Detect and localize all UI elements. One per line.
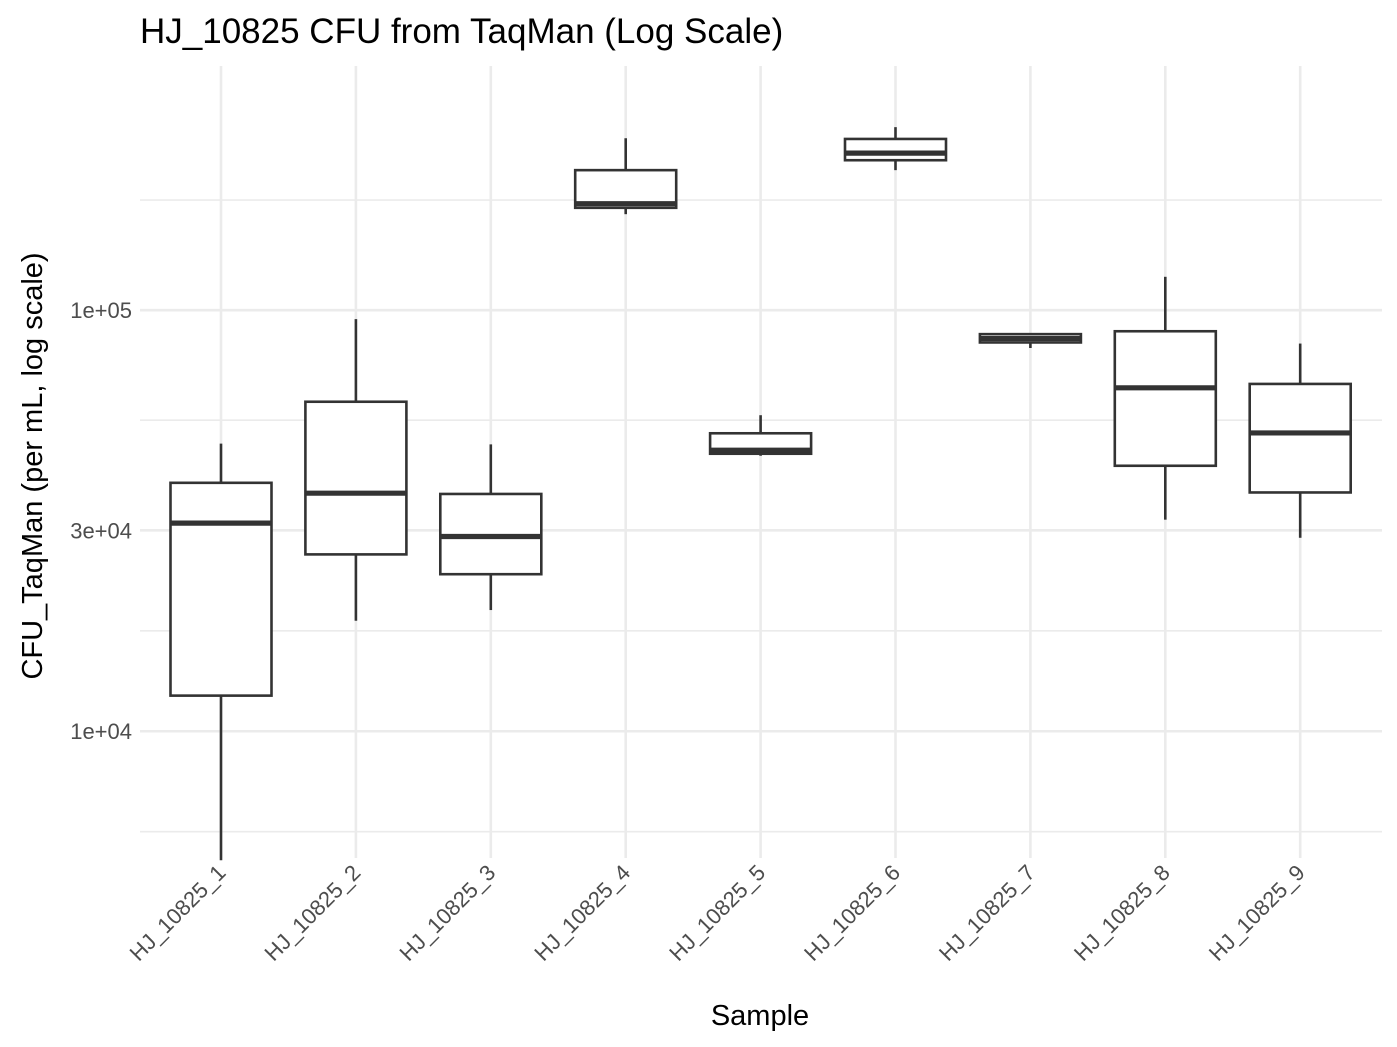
- box-HJ_10825_8: [1113, 276, 1218, 520]
- y-tick-label: 3e+04: [70, 518, 132, 543]
- iqr-box: [1113, 329, 1218, 468]
- x-tick-label: HJ_10825_7: [934, 860, 1040, 966]
- y-tick-label: 1e+05: [70, 298, 132, 323]
- iqr-box: [304, 400, 408, 556]
- x-tick-label: HJ_10825_1: [125, 860, 231, 966]
- iqr-box: [843, 137, 948, 162]
- x-tick-label: HJ_10825_4: [529, 860, 635, 966]
- x-axis-title: Sample: [711, 1000, 809, 1032]
- x-tick-label: HJ_10825_3: [394, 860, 500, 966]
- box-HJ_10825_3: [438, 444, 543, 611]
- x-tick-label: HJ_10825_5: [664, 860, 770, 966]
- x-axis-ticks: HJ_10825_1 HJ_10825_2 HJ_10825_3 HJ_10825_4…: [125, 860, 1310, 966]
- y-axis-ticks: 1e+04 3e+04 1e+05: [70, 298, 132, 744]
- x-tick-label: HJ_10825_8: [1069, 860, 1175, 966]
- box-HJ_10825_5: [708, 415, 813, 456]
- iqr-box: [1248, 382, 1352, 494]
- box-HJ_10825_1: [169, 443, 273, 861]
- y-tick-label: 1e+04: [70, 719, 132, 744]
- chart-title: HJ_10825 CFU from TaqMan (Log Scale): [140, 12, 783, 51]
- box-HJ_10825_2: [304, 319, 408, 621]
- y-axis-title: CFU_TaqMan (per mL, log scale): [17, 252, 49, 679]
- box-HJ_10825_4: [573, 138, 678, 215]
- x-tick-label: HJ_10825_6: [799, 860, 905, 966]
- x-tick-label: HJ_10825_2: [260, 860, 366, 966]
- x-tick-label: HJ_10825_9: [1204, 860, 1310, 966]
- boxes: [169, 127, 1352, 861]
- box-HJ_10825_7: [978, 332, 1083, 349]
- box-HJ_10825_6: [843, 127, 948, 171]
- box-HJ_10825_9: [1248, 343, 1352, 538]
- iqr-box: [169, 481, 273, 697]
